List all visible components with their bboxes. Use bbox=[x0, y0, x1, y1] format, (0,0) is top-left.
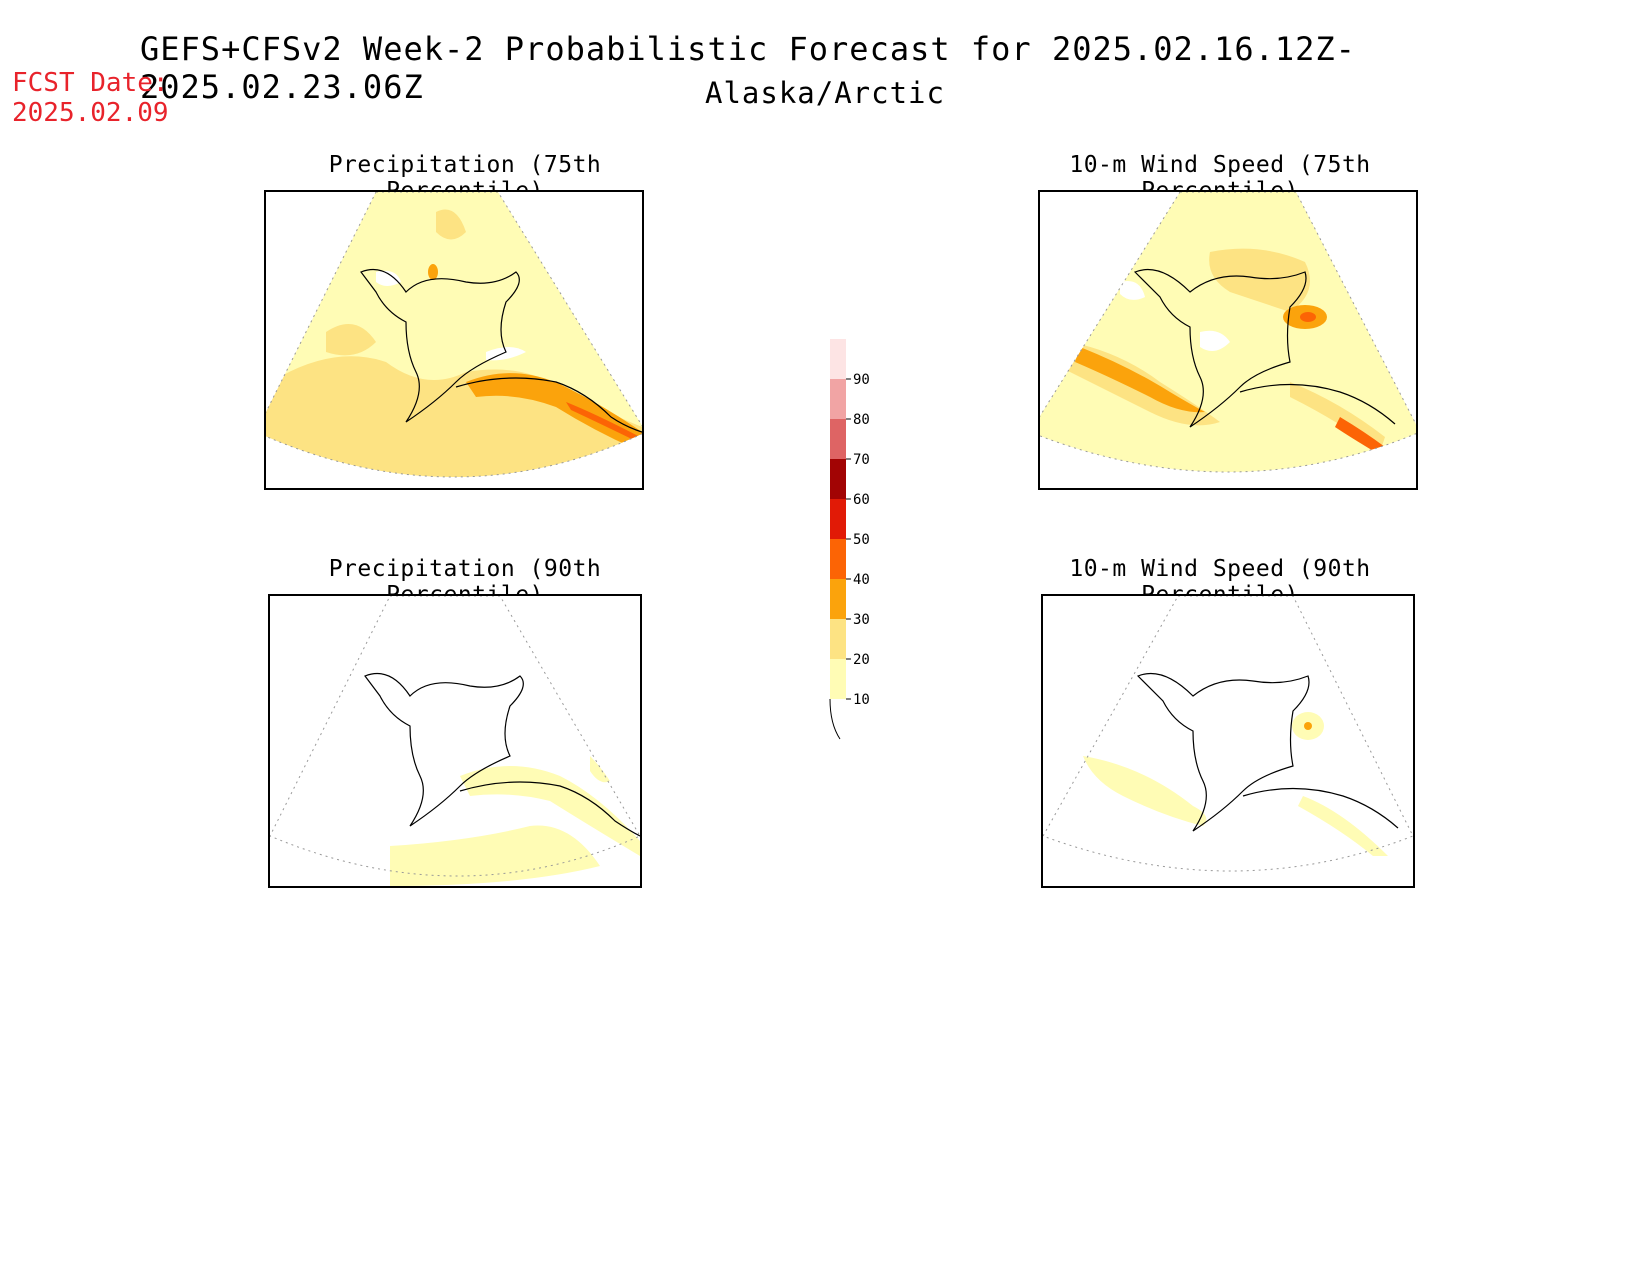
colorbar-segment bbox=[830, 379, 846, 419]
colorbar-tick-label: 20 bbox=[853, 652, 870, 668]
fcst-date-value: 2025.02.09 bbox=[12, 98, 169, 128]
precip-75-shading bbox=[266, 192, 642, 477]
colorbar-tick-label: 80 bbox=[853, 412, 870, 428]
colorbar-segment bbox=[830, 339, 846, 379]
colorbar-legend: 10 20 30 40 50 60 70 80 90 bbox=[829, 339, 870, 740]
colorbar-tick-label: 60 bbox=[853, 492, 870, 508]
main-title: GEFS+CFSv2 Week-2 Probabilistic Forecast… bbox=[140, 30, 1356, 106]
colorbar-segment bbox=[830, 619, 846, 659]
colorbar-segment bbox=[830, 419, 846, 459]
colorbar-tick-label: 90 bbox=[853, 372, 870, 388]
wind-90-shading bbox=[1083, 712, 1388, 856]
colorbar-segment bbox=[830, 579, 846, 619]
colorbar-segment bbox=[830, 539, 846, 579]
fcst-date-caption: FCST Date: bbox=[12, 68, 169, 98]
colorbar-segment bbox=[830, 459, 846, 499]
colorbar-labels: 10 20 30 40 50 60 70 80 90 bbox=[846, 372, 870, 708]
colorbar-tail-bottom bbox=[829, 698, 841, 740]
colorbar-tick-label: 30 bbox=[853, 612, 870, 628]
colorbar-segment bbox=[830, 659, 846, 699]
colorbar-tick-label: 70 bbox=[853, 452, 870, 468]
map-panel-wind-75 bbox=[1038, 190, 1418, 490]
colorbar-tick-label: 50 bbox=[853, 532, 870, 548]
colorbar-segments bbox=[829, 339, 846, 740]
wind-75-shading bbox=[1040, 192, 1416, 472]
colorbar-segment bbox=[830, 499, 846, 539]
map-panel-precip-75 bbox=[264, 190, 644, 490]
colorbar-tick-label: 10 bbox=[853, 692, 870, 708]
region-subtitle: Alaska/Arctic bbox=[705, 76, 945, 110]
precip-90-shading bbox=[390, 756, 640, 886]
map-panel-wind-90 bbox=[1041, 594, 1415, 888]
forecast-date-label: FCST Date: 2025.02.09 bbox=[12, 68, 169, 128]
colorbar-tick-label: 40 bbox=[853, 572, 870, 588]
map-panel-precip-90 bbox=[268, 594, 642, 888]
